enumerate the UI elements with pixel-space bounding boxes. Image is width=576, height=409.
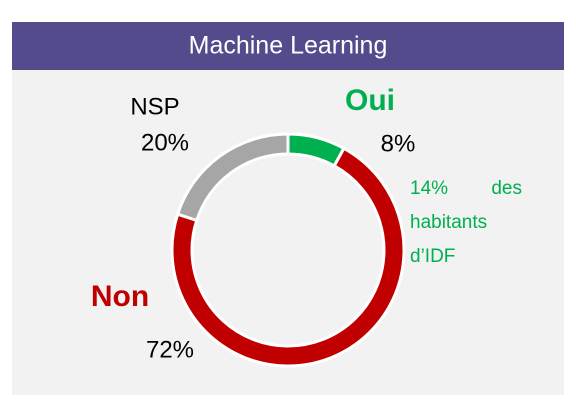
header [12,22,564,70]
category-label: NSP [130,93,179,120]
value-label: 72% [146,336,194,363]
donut-segment [170,146,406,368]
donut-segment [175,132,290,223]
category-label: Non [91,280,149,313]
card [12,22,564,395]
value-label: 20% [141,129,189,156]
category-label: Oui [345,84,395,117]
chart-title: Machine Learning [189,32,388,60]
value-label: 8% [381,130,416,157]
annotation: 14% des habitants d’IDF [410,178,522,267]
